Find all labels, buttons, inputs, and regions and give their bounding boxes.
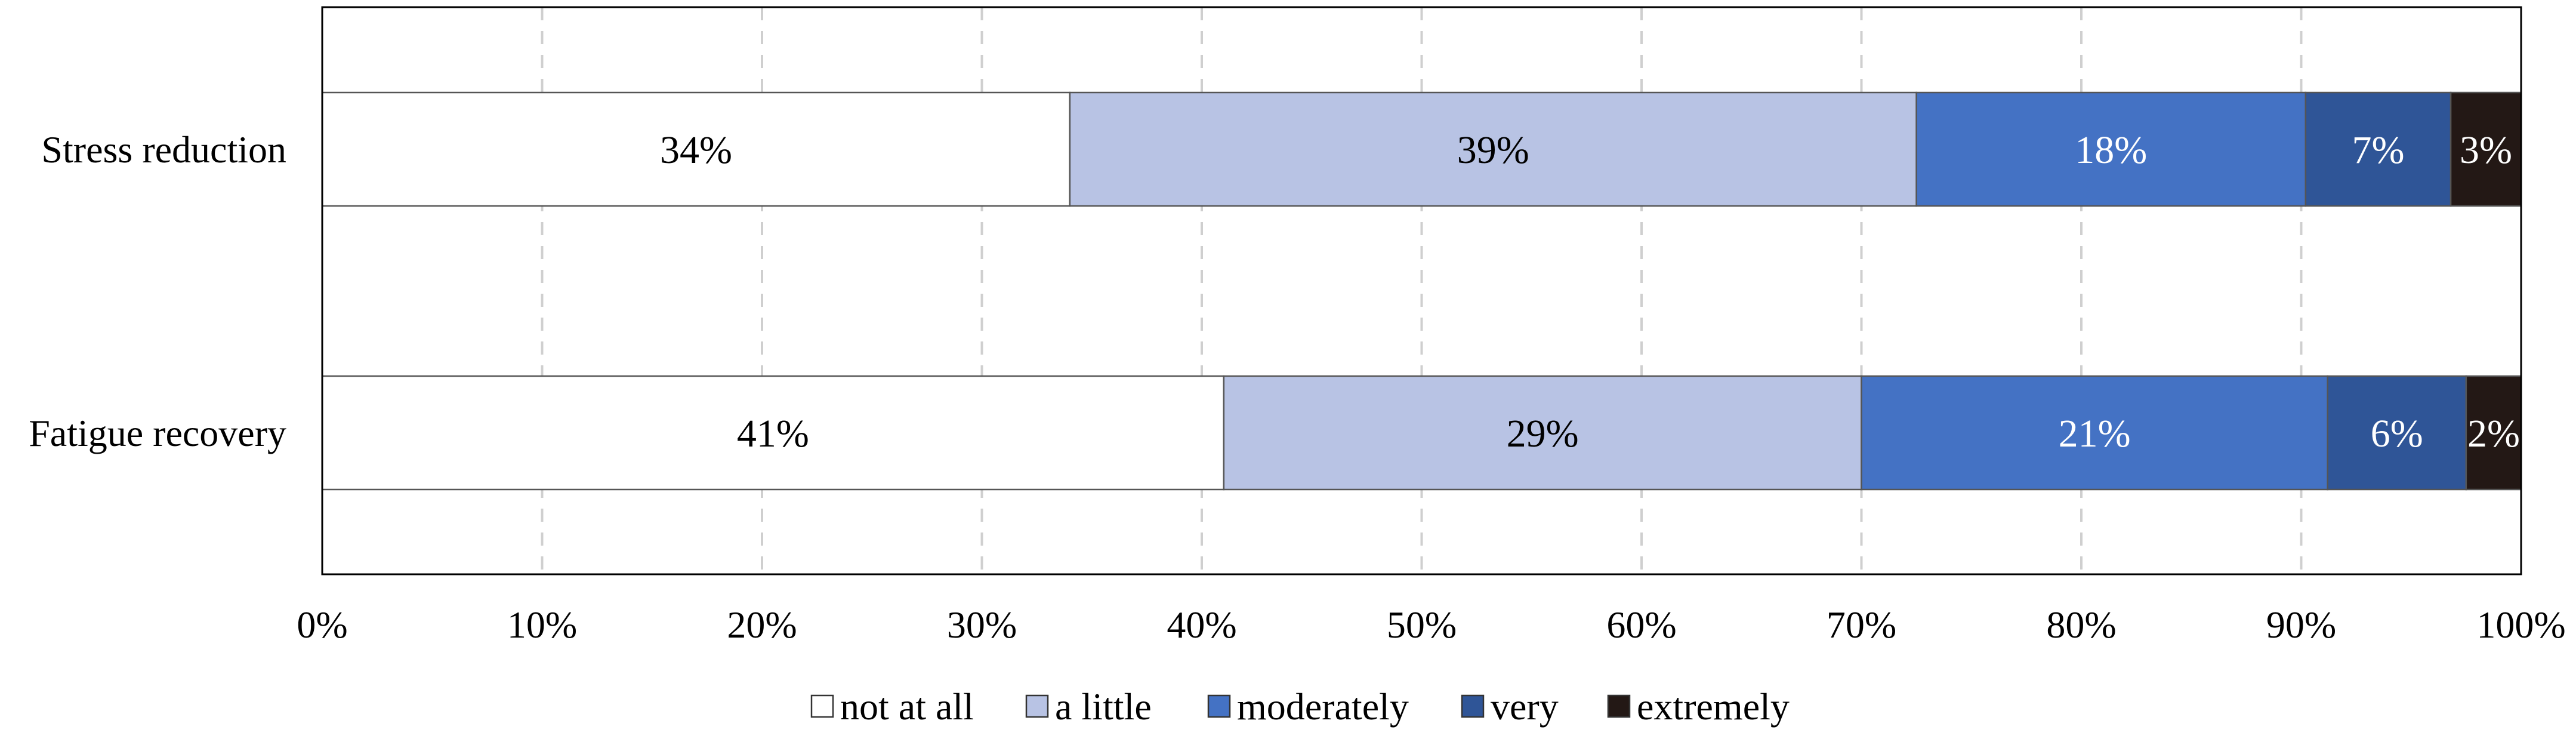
x-tick-label: 10% (507, 604, 577, 646)
plot-area-frame (321, 6, 2522, 575)
category-label: Stress reduction (41, 128, 286, 171)
legend: not at all a little moderately very extremel… (810, 685, 1790, 728)
data-label: 34% (660, 128, 732, 172)
bar-segment (2449, 91, 2522, 207)
legend-label: very (1491, 685, 1559, 728)
data-label: 39% (1457, 128, 1529, 172)
data-label: 3% (2460, 128, 2512, 172)
data-label: 2% (2467, 412, 2520, 455)
bar-segment (2465, 375, 2522, 491)
data-label: 41% (737, 412, 809, 455)
bar-segment (1223, 375, 1862, 491)
x-tick-label: 90% (2266, 604, 2336, 646)
bar-group: 41% 29% 21% 6% 2% (321, 375, 2522, 491)
bar-segment (321, 91, 1071, 207)
legend-label: moderately (1237, 685, 1409, 728)
bar-segment (1915, 91, 2307, 207)
legend-swatch (1461, 694, 1485, 718)
legend-swatch (1607, 694, 1631, 718)
x-tick-label: 30% (947, 604, 1017, 646)
legend-label: a little (1055, 685, 1152, 728)
legend-item: very (1461, 685, 1559, 728)
x-tick-label: 40% (1167, 604, 1236, 646)
category-label: Fatigue recovery (29, 412, 286, 454)
legend-label: extremely (1637, 685, 1790, 728)
x-tick-label: 60% (1606, 604, 1676, 646)
legend-item: a little (1025, 685, 1152, 728)
x-tick-label: 50% (1387, 604, 1457, 646)
data-label: 7% (2352, 128, 2404, 172)
legend-label: not at all (840, 685, 974, 728)
data-label: 6% (2371, 412, 2423, 455)
bar-segment (2304, 91, 2452, 207)
legend-swatch (810, 694, 834, 718)
data-label: 29% (1507, 412, 1579, 455)
bar-segment (1861, 375, 2328, 491)
bars: 34% 39% 18% 7% 3% 41% 29% 21% 6% 2% (321, 91, 2522, 491)
legend-swatch (1207, 694, 1231, 718)
bar-segment (2327, 375, 2467, 491)
x-tick-label: 70% (1827, 604, 1896, 646)
category-labels: Stress reduction Fatigue recovery (29, 128, 286, 454)
bar-group: 34% 39% 18% 7% 3% (321, 91, 2522, 207)
bar-segment (321, 375, 1225, 491)
legend-item: not at all (810, 685, 974, 728)
x-axis-tick-labels: 0% 10% 20% 30% 40% 50% 60% 70% 80% 90% 100% (297, 604, 2565, 646)
x-tick-label: 0% (297, 604, 347, 646)
x-tick-label: 80% (2046, 604, 2116, 646)
legend-swatch (1025, 694, 1049, 718)
x-tick-label: 100% (2476, 604, 2565, 646)
data-label: 21% (2059, 412, 2131, 455)
data-label: 18% (2075, 128, 2147, 172)
legend-item: extremely (1607, 685, 1790, 728)
x-tick-label: 20% (727, 604, 797, 646)
bar-segment (1069, 91, 1917, 207)
legend-item: moderately (1207, 685, 1409, 728)
